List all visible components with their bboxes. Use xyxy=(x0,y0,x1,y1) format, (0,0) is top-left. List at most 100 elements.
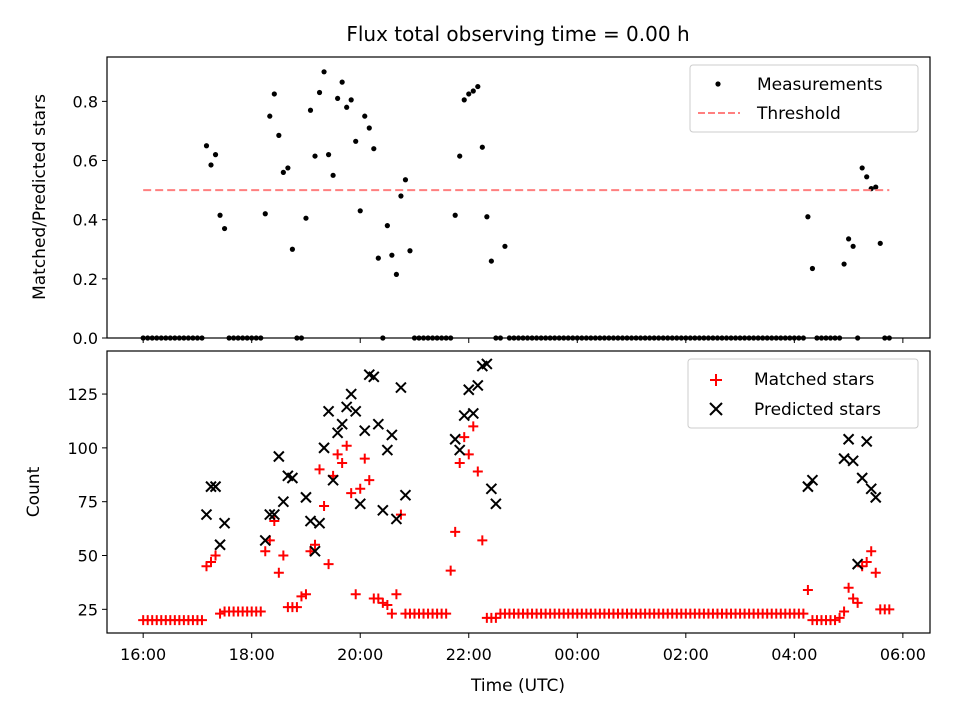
data-point xyxy=(429,335,436,341)
data-point xyxy=(253,335,259,341)
data-point xyxy=(208,162,214,168)
data-point xyxy=(278,550,289,561)
data-point xyxy=(393,271,400,278)
data-point xyxy=(316,89,323,96)
bottom-y-tick-label: 125 xyxy=(67,385,98,404)
data-point xyxy=(454,457,465,468)
x-tick-label: 02:00 xyxy=(663,645,709,664)
data-point xyxy=(728,335,734,341)
data-point xyxy=(870,567,881,578)
data-point xyxy=(304,515,317,527)
data-point xyxy=(366,125,372,131)
data-point xyxy=(832,335,838,341)
top-legend: Measurements Threshold xyxy=(689,64,919,133)
data-point xyxy=(240,335,246,341)
data-point xyxy=(782,335,788,341)
data-point xyxy=(864,174,870,180)
data-point xyxy=(362,113,368,119)
data-point xyxy=(368,371,380,383)
data-point xyxy=(381,444,394,456)
data-point xyxy=(235,335,241,341)
data-point xyxy=(354,498,366,510)
data-point xyxy=(260,546,271,557)
legend-predicted-label: Predicted stars xyxy=(754,400,881,420)
data-point xyxy=(624,335,630,341)
data-point xyxy=(181,335,187,341)
data-point xyxy=(846,236,852,242)
data-point xyxy=(258,335,264,341)
data-point xyxy=(271,91,277,97)
data-point xyxy=(574,335,580,341)
data-point xyxy=(285,165,291,171)
data-point xyxy=(277,495,290,508)
data-point xyxy=(264,508,276,521)
data-point xyxy=(511,335,517,341)
data-point xyxy=(547,335,553,341)
data-point xyxy=(255,606,266,617)
data-point xyxy=(485,483,498,495)
data-point xyxy=(176,335,182,341)
data-point xyxy=(656,335,662,341)
data-point xyxy=(592,335,598,341)
data-point xyxy=(805,214,811,220)
data-point xyxy=(221,225,228,232)
data-point xyxy=(167,335,173,341)
data-point xyxy=(851,558,864,570)
data-point xyxy=(842,433,855,445)
data-point xyxy=(313,517,326,529)
data-point xyxy=(847,455,859,467)
data-point xyxy=(439,335,445,341)
data-point xyxy=(798,608,809,619)
data-point xyxy=(199,335,205,341)
top-y-tick-label: 0.2 xyxy=(73,270,98,289)
data-point xyxy=(325,152,332,158)
data-point xyxy=(859,165,865,171)
data-point xyxy=(843,582,854,593)
data-point xyxy=(443,335,449,341)
top-y-tick-label: 0.0 xyxy=(73,329,98,348)
data-point xyxy=(339,79,345,85)
data-point xyxy=(597,335,603,341)
data-point xyxy=(882,335,888,341)
data-point xyxy=(331,427,344,439)
data-point xyxy=(185,335,191,341)
data-point xyxy=(472,466,483,477)
data-point xyxy=(172,335,178,341)
data-point xyxy=(461,97,467,103)
data-point xyxy=(692,335,698,341)
data-point xyxy=(300,589,311,600)
bottom-axes-frame xyxy=(106,350,931,634)
data-point xyxy=(515,335,522,341)
data-point xyxy=(371,146,377,152)
data-point xyxy=(873,184,879,190)
top-y-tick-label: 0.8 xyxy=(73,92,98,111)
bottom-y-tick-label: 100 xyxy=(67,439,98,458)
data-point xyxy=(194,335,201,341)
legend-threshold-label: Threshold xyxy=(756,104,841,124)
data-point xyxy=(344,104,350,110)
data-point xyxy=(407,248,413,254)
data-point xyxy=(723,335,730,341)
data-point xyxy=(411,335,418,341)
data-point xyxy=(386,608,397,619)
data-point xyxy=(647,335,653,341)
data-point xyxy=(475,83,481,90)
data-point xyxy=(651,335,657,341)
x-tick-label: 18:00 xyxy=(229,645,275,664)
legend-matched-marker xyxy=(710,374,722,386)
data-point xyxy=(552,335,558,341)
bottom-y-tick-label: 25 xyxy=(78,600,98,619)
data-point xyxy=(619,335,626,341)
data-point xyxy=(497,335,504,341)
data-point xyxy=(346,488,357,499)
data-point xyxy=(296,591,307,602)
data-point xyxy=(886,335,892,341)
data-point xyxy=(642,335,648,341)
bottom-y-axis-label: Count xyxy=(24,466,44,517)
data-point xyxy=(565,335,571,341)
data-point xyxy=(588,335,594,341)
data-point xyxy=(382,600,393,611)
data-point xyxy=(678,335,684,341)
data-point xyxy=(259,534,271,547)
